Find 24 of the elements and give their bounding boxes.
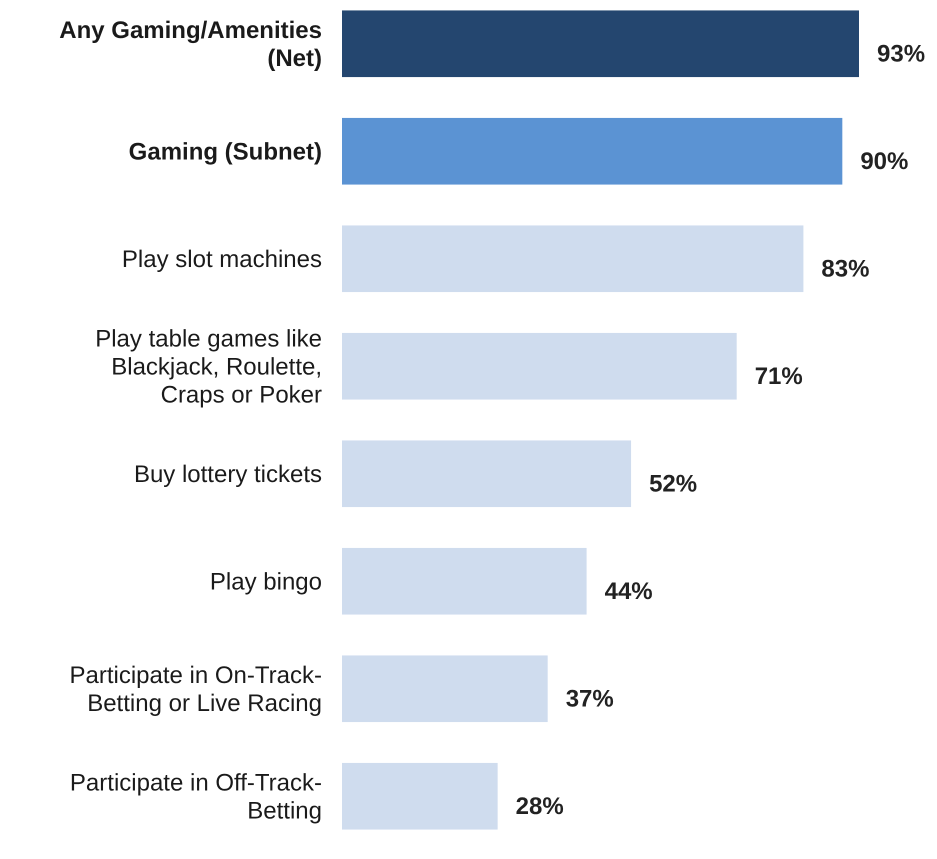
y-tick-label: Buy lottery tickets — [134, 460, 322, 488]
bar — [342, 332, 737, 400]
data-label: 83% — [821, 255, 870, 282]
data-label: 93% — [877, 40, 926, 68]
y-tick-label: Gaming (Subnet) — [128, 138, 322, 165]
bar — [342, 225, 804, 292]
bar — [342, 655, 548, 722]
bar — [342, 440, 632, 508]
y-tick-label: Play bingo — [210, 568, 322, 595]
y-tick-label: Participate in Off-Track-Betting — [70, 768, 322, 824]
y-tick-label: Play table games like Blackjack, Roulette, Craps or Poker — [95, 324, 322, 408]
data-label: 28% — [516, 792, 564, 820]
data-label: 71% — [754, 362, 803, 390]
bar — [342, 548, 587, 615]
y-tick-label: Play slot machines — [122, 245, 322, 272]
y-tick-label: Any Gaming/Amenities (Net) — [59, 16, 322, 72]
y-tick-label: Participate in On-Track-Betting or Live Racing — [69, 661, 322, 716]
bar — [342, 118, 842, 185]
bar — [342, 762, 498, 830]
data-label: 37% — [566, 685, 614, 712]
data-label: 52% — [649, 470, 698, 498]
data-label: 90% — [860, 148, 908, 175]
bar — [342, 10, 859, 78]
data-label: 44% — [604, 578, 653, 605]
